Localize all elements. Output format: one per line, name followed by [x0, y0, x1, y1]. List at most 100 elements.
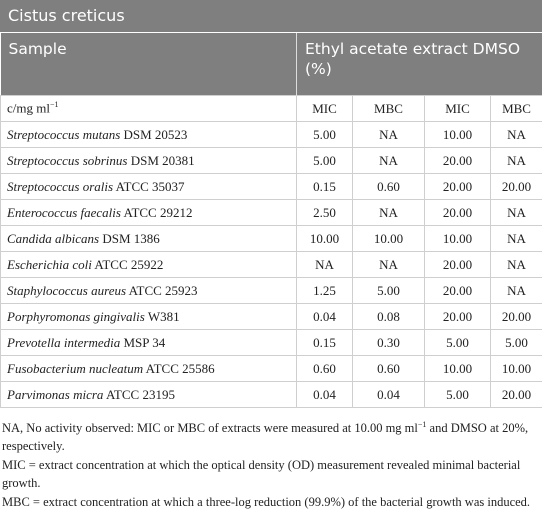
value-cell: 0.60 [296, 355, 353, 382]
table-row: Fusobacterium nucleatum ATCC 25586 0.60 0.… [0, 355, 542, 382]
strain: ATCC 25586 [145, 360, 215, 376]
table-row: Porphyromonas gingivalis W381 0.04 0.08 20.… [0, 303, 542, 330]
strain: MSP 34 [123, 334, 166, 350]
sample-cell: Escherichia coli ATCC 25922 [0, 251, 297, 278]
strain: W381 [147, 308, 180, 324]
species: Fusobacterium nucleatum [7, 360, 144, 376]
footnote-sup: −1 [417, 420, 427, 429]
sample-cell: Parvimonas micra ATCC 23195 [0, 381, 297, 408]
value-cell: 0.15 [296, 329, 353, 356]
footnote-text: NA, No activity observed: MIC or MBC of … [2, 421, 418, 436]
table-row: Staphylococcus aureus ATCC 25923 1.25 5.00… [0, 277, 542, 304]
strain: DSM 1386 [102, 230, 160, 246]
subheader-row: c/mg ml−1 MIC MBC MIC MBC [0, 95, 542, 122]
value-cell: NA [489, 121, 542, 148]
strain: ATCC 35037 [115, 178, 185, 194]
sample-cell: Streptococcus sobrinus DSM 20381 [0, 147, 297, 174]
species: Prevotella intermedia [7, 334, 121, 350]
value-cell: NA [489, 199, 542, 226]
value-cell: 0.60 [352, 355, 425, 382]
species: Streptococcus sobrinus [7, 152, 128, 168]
strain: ATCC 25923 [128, 282, 198, 298]
footnote: MBC = extract concentration at which a t… [2, 493, 540, 511]
species: Streptococcus mutans [7, 126, 121, 142]
subheader-cell: MIC [424, 95, 491, 122]
footnotes: NA, No activity observed: MIC or MBC of … [0, 408, 542, 511]
value-cell: 20.00 [489, 303, 542, 330]
value-cell: NA [352, 121, 425, 148]
species: Parvimonas micra [7, 386, 104, 402]
value-cell: 0.30 [352, 329, 425, 356]
sample-cell: Porphyromonas gingivalis W381 [0, 303, 297, 330]
table-body: c/mg ml−1 MIC MBC MIC MBC Streptococcus mut… [0, 95, 542, 408]
value-cell: 10.00 [296, 225, 353, 252]
strain: ATCC 29212 [123, 204, 193, 220]
species: Enterococcus faecalis [7, 204, 121, 220]
table-row: Enterococcus faecalis ATCC 29212 2.50 NA 20… [0, 199, 542, 226]
sample-cell: Enterococcus faecalis ATCC 29212 [0, 199, 297, 226]
value-cell: 10.00 [424, 225, 491, 252]
value-cell: 5.00 [424, 329, 491, 356]
value-cell: 5.00 [424, 381, 491, 408]
value-cell: 2.50 [296, 199, 353, 226]
footnote-tail: and DMSO at 20%, respectively. [2, 421, 529, 454]
unit-cell: c/mg ml−1 [0, 95, 297, 122]
header-cell: Sample [0, 33, 297, 96]
value-cell: NA [489, 225, 542, 252]
value-cell: 1.25 [296, 277, 353, 304]
value-cell: 0.04 [296, 303, 353, 330]
sample-cell: Streptococcus mutans DSM 20523 [0, 121, 297, 148]
sample-cell: Candida albicans DSM 1386 [0, 225, 297, 252]
value-cell: 20.00 [489, 381, 542, 408]
value-cell: NA [296, 251, 353, 278]
value-cell: 20.00 [489, 173, 542, 200]
value-cell: 20.00 [424, 303, 491, 330]
species: Streptococcus oralis [7, 178, 114, 194]
value-cell: 10.00 [489, 355, 542, 382]
value-cell: 5.00 [296, 121, 353, 148]
value-cell: NA [352, 199, 425, 226]
data-table: Sample Ethyl acetate extract DMSO (%) c/… [0, 33, 542, 408]
strain: DSM 20381 [130, 152, 195, 168]
value-cell: NA [489, 147, 542, 174]
sample-cell: Streptococcus oralis ATCC 35037 [0, 173, 297, 200]
value-cell: 5.00 [296, 147, 353, 174]
value-cell: 0.60 [352, 173, 425, 200]
value-cell: 10.00 [424, 355, 491, 382]
table-row: Streptococcus mutans DSM 20523 5.00 NA 10.0… [0, 121, 542, 148]
table-row: Candida albicans DSM 1386 10.00 10.00 10.00… [0, 225, 542, 252]
value-cell: 10.00 [352, 225, 425, 252]
value-cell: 20.00 [424, 199, 491, 226]
value-cell: 20.00 [424, 251, 491, 278]
header-cell: Ethyl acetate extract DMSO (%) [296, 33, 542, 96]
footnote: MIC = extract concentration at which the… [2, 456, 540, 492]
species: Candida albicans [7, 230, 100, 246]
footnote-text: MBC = extract concentration at which a t… [2, 495, 531, 510]
species: Staphylococcus aureus [7, 282, 127, 298]
unit-sup: −1 [49, 100, 59, 110]
strain: ATCC 23195 [105, 386, 175, 402]
subheader-cell: MIC [296, 95, 353, 122]
strain: DSM 20523 [123, 126, 188, 142]
sample-cell: Staphylococcus aureus ATCC 25923 [0, 277, 297, 304]
value-cell: 5.00 [489, 329, 542, 356]
table-row: Parvimonas micra ATCC 23195 0.04 0.04 5.00 2… [0, 381, 542, 408]
value-cell: NA [352, 251, 425, 278]
footnote: NA, No activity observed: MIC or MBC of … [2, 416, 540, 455]
value-cell: 20.00 [424, 173, 491, 200]
value-cell: 5.00 [352, 277, 425, 304]
table-row: Streptococcus oralis ATCC 35037 0.15 0.60 2… [0, 173, 542, 200]
table-row: Prevotella intermedia MSP 34 0.15 0.30 5.00… [0, 329, 542, 356]
value-cell: NA [489, 277, 542, 304]
value-cell: 0.15 [296, 173, 353, 200]
value-cell: 0.08 [352, 303, 425, 330]
value-cell: 0.04 [296, 381, 353, 408]
sample-cell: Prevotella intermedia MSP 34 [0, 329, 297, 356]
species: Porphyromonas gingivalis [7, 308, 145, 324]
value-cell: 10.00 [424, 121, 491, 148]
table-row: Streptococcus sobrinus DSM 20381 5.00 NA 20… [0, 147, 542, 174]
value-cell: NA [489, 251, 542, 278]
value-cell: NA [352, 147, 425, 174]
table-title: Cistus creticus [0, 0, 542, 33]
